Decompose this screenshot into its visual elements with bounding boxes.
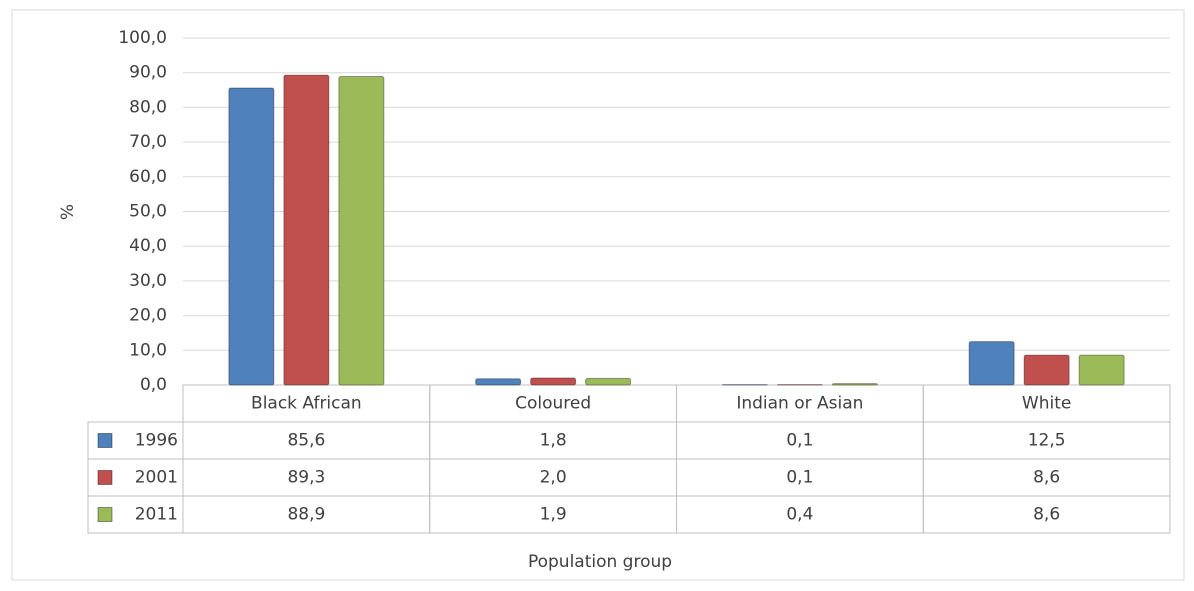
bar <box>531 378 576 385</box>
bar <box>969 342 1014 385</box>
table-value: 85,6 <box>287 431 325 451</box>
bar <box>284 75 329 385</box>
bar <box>586 378 631 385</box>
bar <box>832 384 877 385</box>
bar <box>1024 355 1069 385</box>
table-value: 2,0 <box>540 468 567 488</box>
table-value: 0,4 <box>786 505 813 525</box>
y-tick-label: 60,0 <box>129 167 167 187</box>
x-axis-label: Population group <box>528 552 672 572</box>
y-tick-label: 40,0 <box>129 236 167 256</box>
y-tick-label: 30,0 <box>129 271 167 291</box>
x-tick-label: Indian or Asian <box>736 394 863 414</box>
y-tick-label: 80,0 <box>129 97 167 117</box>
legend-label: 1996 <box>135 431 178 451</box>
bar <box>1079 355 1124 385</box>
y-tick-label: 50,0 <box>129 202 167 222</box>
chart-frame <box>12 10 1184 580</box>
y-tick-label: 0,0 <box>140 375 167 395</box>
y-tick-label: 70,0 <box>129 132 167 152</box>
legend-key <box>98 434 112 448</box>
y-tick-label: 20,0 <box>129 306 167 326</box>
y-tick-label: 100,0 <box>118 28 167 48</box>
table-value: 12,5 <box>1028 431 1066 451</box>
legend-label: 2011 <box>135 505 178 525</box>
table-value: 8,6 <box>1033 468 1060 488</box>
table-value: 1,8 <box>540 431 567 451</box>
y-tick-label: 10,0 <box>129 340 167 360</box>
x-tick-label: Coloured <box>515 394 591 414</box>
table-value: 8,6 <box>1033 505 1060 525</box>
table-value: 0,1 <box>786 431 813 451</box>
legend-key <box>98 508 112 522</box>
bar <box>339 77 384 385</box>
table-value: 0,1 <box>786 468 813 488</box>
x-tick-label: Black African <box>251 394 362 414</box>
x-tick-label: White <box>1022 394 1071 414</box>
legend-key <box>98 471 112 485</box>
table-value: 1,9 <box>540 505 567 525</box>
table-value: 88,9 <box>287 505 325 525</box>
table-value: 89,3 <box>287 468 325 488</box>
bar <box>229 88 274 385</box>
y-tick-label: 90,0 <box>129 63 167 83</box>
y-axis-label: % <box>58 204 78 220</box>
legend-label: 2001 <box>135 468 178 488</box>
bar <box>476 379 521 385</box>
